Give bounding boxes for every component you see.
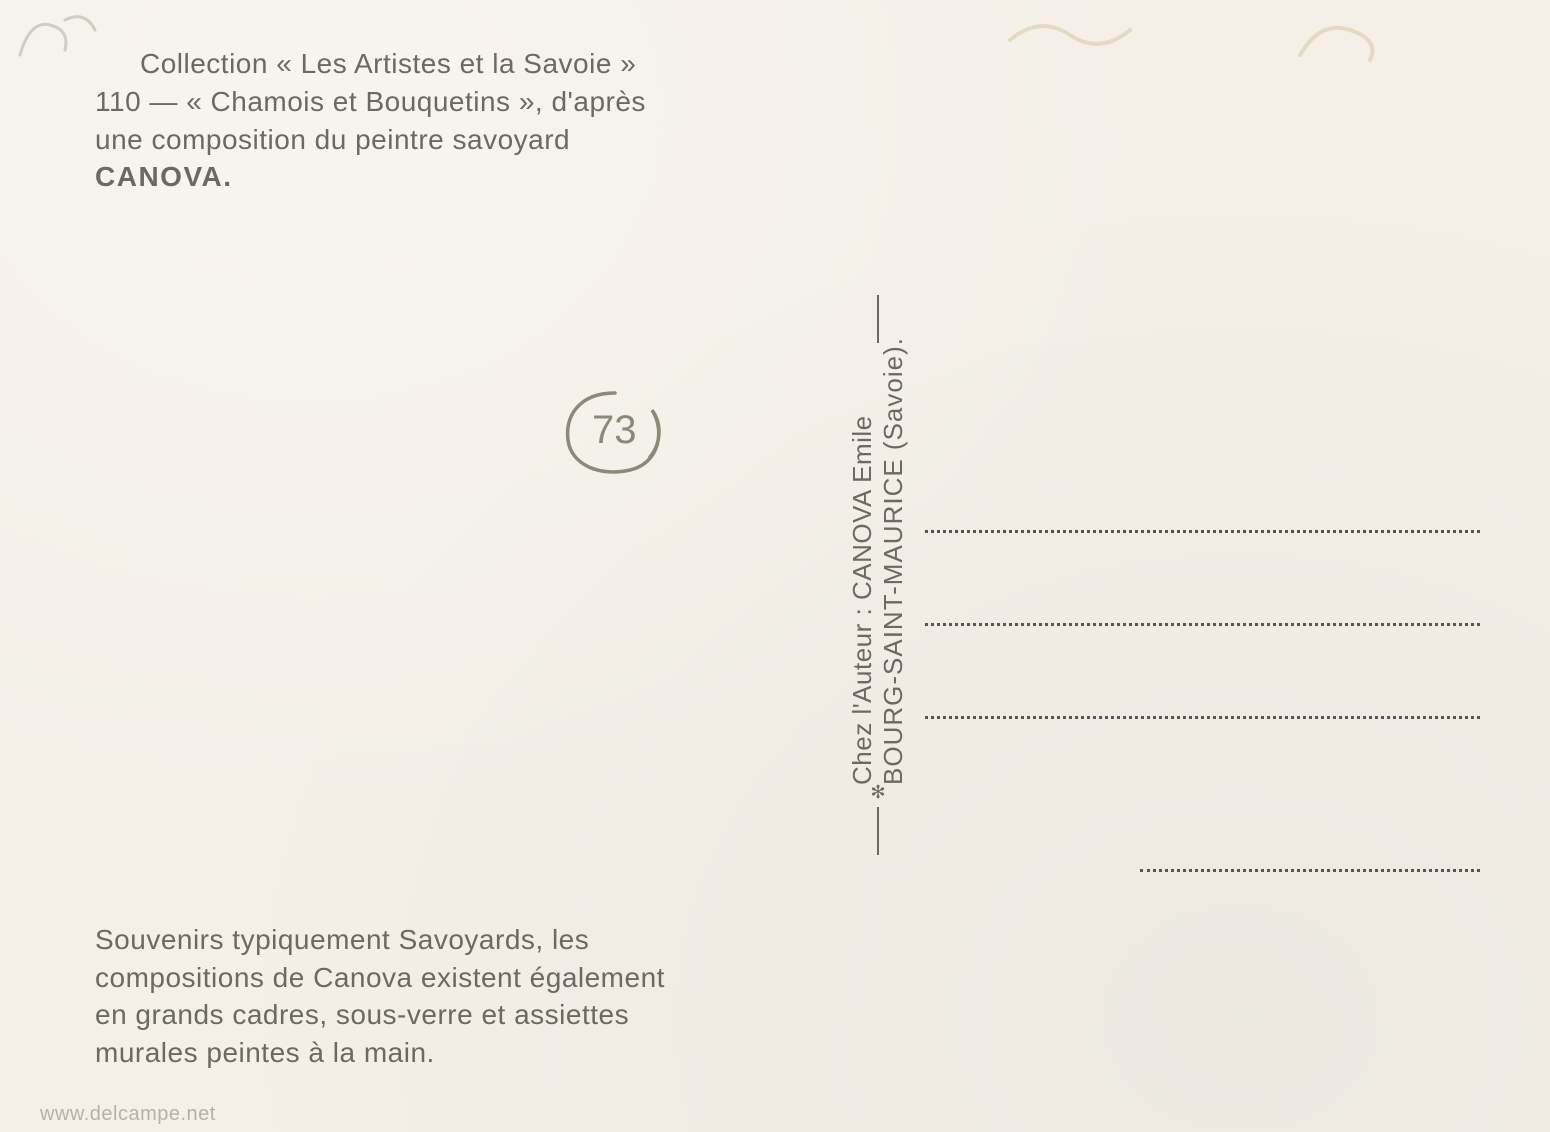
- center-divider: Chez l'Auteur : CANOVA Emile BOURG-SAINT…: [828, 295, 928, 855]
- header-line3: une composition du peintre savoyard: [95, 121, 855, 159]
- divider-line-bottom: [877, 807, 879, 855]
- address-lines: [925, 530, 1480, 872]
- footer-line2: compositions de Canova existent égalemen…: [95, 959, 755, 997]
- pencil-scribble-topright: [1000, 5, 1400, 75]
- header-line2: 110 — « Chamois et Bouquetins », d'après: [95, 83, 855, 121]
- divider-star-icon: ✻: [870, 782, 885, 803]
- footer-line3: en grands cadres, sous-verre et assiette…: [95, 996, 755, 1034]
- address-line-3: [925, 716, 1480, 719]
- address-line-2: [925, 623, 1480, 626]
- watermark-text: www.delcampe.net: [40, 1103, 216, 1126]
- footer-description: Souvenirs typiquement Savoyards, les com…: [95, 921, 755, 1072]
- header-line1: Collection « Les Artistes et la Savoie »: [95, 45, 855, 83]
- publisher-text: Chez l'Auteur : CANOVA Emile BOURG-SAINT…: [847, 337, 909, 785]
- divider-line-top: [877, 295, 879, 343]
- footer-line4: murales peintes à la main.: [95, 1034, 755, 1072]
- address-line-4-short: [1140, 869, 1480, 872]
- address-line-1: [925, 530, 1480, 533]
- publisher-line1: Chez l'Auteur : CANOVA Emile: [847, 337, 878, 785]
- header-brand: CANOVA.: [95, 158, 855, 196]
- pencil-number: 73: [592, 408, 637, 452]
- header-description: Collection « Les Artistes et la Savoie »…: [95, 45, 855, 196]
- postcard-back: Collection « Les Artistes et la Savoie »…: [0, 0, 1550, 1132]
- footer-line1: Souvenirs typiquement Savoyards, les: [95, 921, 755, 959]
- publisher-line2: BOURG-SAINT-MAURICE (Savoie).: [878, 337, 909, 785]
